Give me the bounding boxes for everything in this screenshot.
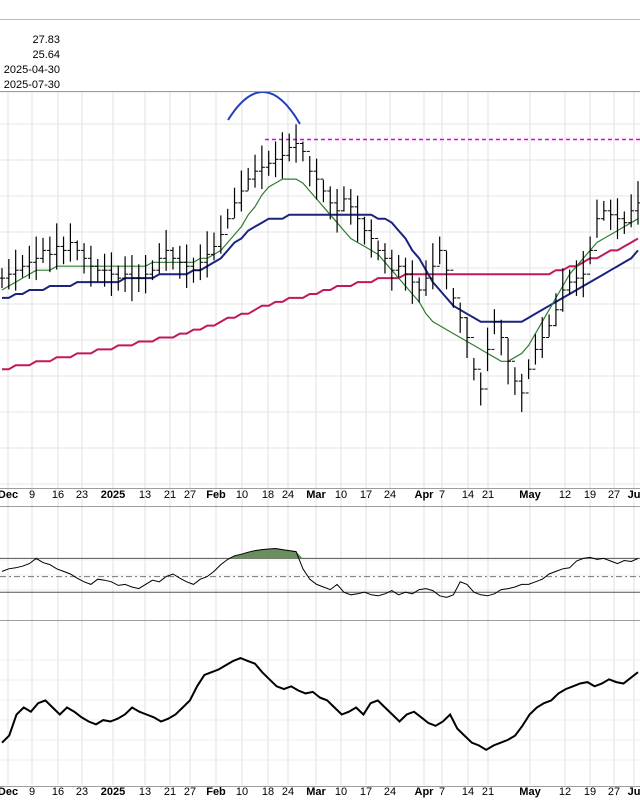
- x-tick-label-bottom: 24: [282, 786, 294, 798]
- x-tick-label-bottom: Dec: [0, 786, 18, 798]
- x-tick-label: 13: [139, 489, 151, 501]
- x-tick-label: 12: [559, 489, 571, 501]
- x-tick-label: 17: [360, 489, 372, 501]
- x-tick-label-bottom: 2025: [101, 786, 125, 798]
- x-tick-label: 24: [282, 489, 294, 501]
- x-tick-label: Apr: [415, 489, 435, 501]
- x-tick-label: Mar: [306, 489, 326, 501]
- x-tick-label-bottom: 27: [184, 786, 196, 798]
- osc-line: [1, 547, 639, 598]
- x-tick-label-bottom: 12: [559, 786, 571, 798]
- x-tick-label: Feb: [206, 489, 226, 501]
- header-value-1: 27.83: [32, 34, 60, 46]
- x-tick-label: 24: [384, 489, 396, 501]
- x-tick-label-bottom: 7: [439, 786, 445, 798]
- x-tick-label: 16: [52, 489, 64, 501]
- x-tick-label: Dec: [0, 489, 18, 501]
- x-tick-label-bottom: May: [519, 786, 541, 798]
- header-date-start: 2025-04-30: [3, 64, 60, 76]
- top-arc: [227, 91, 301, 125]
- x-tick-label: 9: [29, 489, 35, 501]
- x-tick-label: 2025: [101, 489, 125, 501]
- x-tick-label-bottom: 23: [76, 786, 88, 798]
- x-tick-label: 14: [462, 489, 474, 501]
- header-date-end: 2025-07-30: [3, 79, 60, 91]
- series-line-mid: [2, 213, 639, 323]
- x-tick-label: 7: [439, 489, 445, 501]
- x-tick-label-bottom: 17: [360, 786, 372, 798]
- x-tick-label-bottom: 21: [482, 786, 494, 798]
- lower-line: [1, 657, 639, 751]
- x-tick-label-bottom: 19: [584, 786, 596, 798]
- x-tick-label-bottom: 21: [164, 786, 176, 798]
- x-tick-label-bottom: Feb: [206, 786, 226, 798]
- x-tick-label: 27: [608, 489, 620, 501]
- x-tick-label: 19: [584, 489, 596, 501]
- x-tick-label-bottom: 16: [52, 786, 64, 798]
- x-tick-label-bottom: 24: [384, 786, 396, 798]
- x-tick-label-bottom: Mar: [306, 786, 326, 798]
- x-tick-label: Ju: [628, 489, 640, 501]
- x-tick-label: 18: [262, 489, 274, 501]
- x-tick-label-bottom: 14: [462, 786, 474, 798]
- x-tick-label-bottom: 18: [262, 786, 274, 798]
- osc-overbought-fill: [29, 548, 640, 559]
- x-tick-label-bottom: Apr: [415, 786, 435, 798]
- x-tick-label: 10: [335, 489, 347, 501]
- x-tick-label: 10: [236, 489, 248, 501]
- x-tick-label: 21: [482, 489, 494, 501]
- x-tick-label-bottom: 9: [29, 786, 35, 798]
- series-line-short: [1, 178, 639, 362]
- x-tick-label-bottom: 10: [335, 786, 347, 798]
- x-tick-label-bottom: 10: [236, 786, 248, 798]
- x-tick-label: May: [519, 489, 541, 501]
- header-value-2: 25.64: [32, 49, 60, 61]
- x-tick-label-bottom: 27: [608, 786, 620, 798]
- x-tick-label: 23: [76, 489, 88, 501]
- x-tick-label-bottom: Ju: [628, 786, 640, 798]
- series-line-long: [2, 237, 639, 371]
- x-tick-label-bottom: 13: [139, 786, 151, 798]
- x-tick-label: 27: [184, 489, 196, 501]
- x-tick-label: 21: [164, 489, 176, 501]
